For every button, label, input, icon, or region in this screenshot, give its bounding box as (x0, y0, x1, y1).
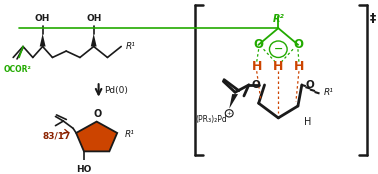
Text: R¹: R¹ (125, 130, 135, 139)
Text: Pd(0): Pd(0) (104, 86, 129, 95)
Text: H: H (304, 117, 311, 128)
Text: O: O (252, 80, 260, 90)
Polygon shape (76, 122, 117, 151)
Text: HO: HO (76, 165, 91, 174)
Text: H: H (294, 60, 304, 73)
Text: −: − (274, 44, 283, 54)
Text: O: O (93, 109, 102, 119)
Polygon shape (91, 34, 97, 46)
Text: O: O (293, 38, 303, 51)
Text: R²: R² (273, 14, 284, 23)
Text: H: H (251, 60, 262, 73)
Text: 83/17: 83/17 (43, 132, 71, 141)
FancyArrowPatch shape (62, 129, 68, 134)
Text: (PR₃)₂Pd: (PR₃)₂Pd (196, 115, 228, 124)
Text: OH: OH (86, 14, 101, 23)
Text: R¹: R¹ (324, 88, 333, 97)
Text: OCOR²: OCOR² (3, 65, 31, 74)
Text: H: H (273, 60, 284, 73)
Text: R¹: R¹ (126, 42, 136, 51)
Polygon shape (40, 34, 46, 46)
Text: ‡: ‡ (370, 12, 376, 25)
Polygon shape (229, 94, 238, 109)
Text: O: O (306, 80, 314, 90)
Text: +: + (226, 111, 232, 116)
Text: OH: OH (35, 14, 50, 23)
Text: O: O (254, 38, 264, 51)
